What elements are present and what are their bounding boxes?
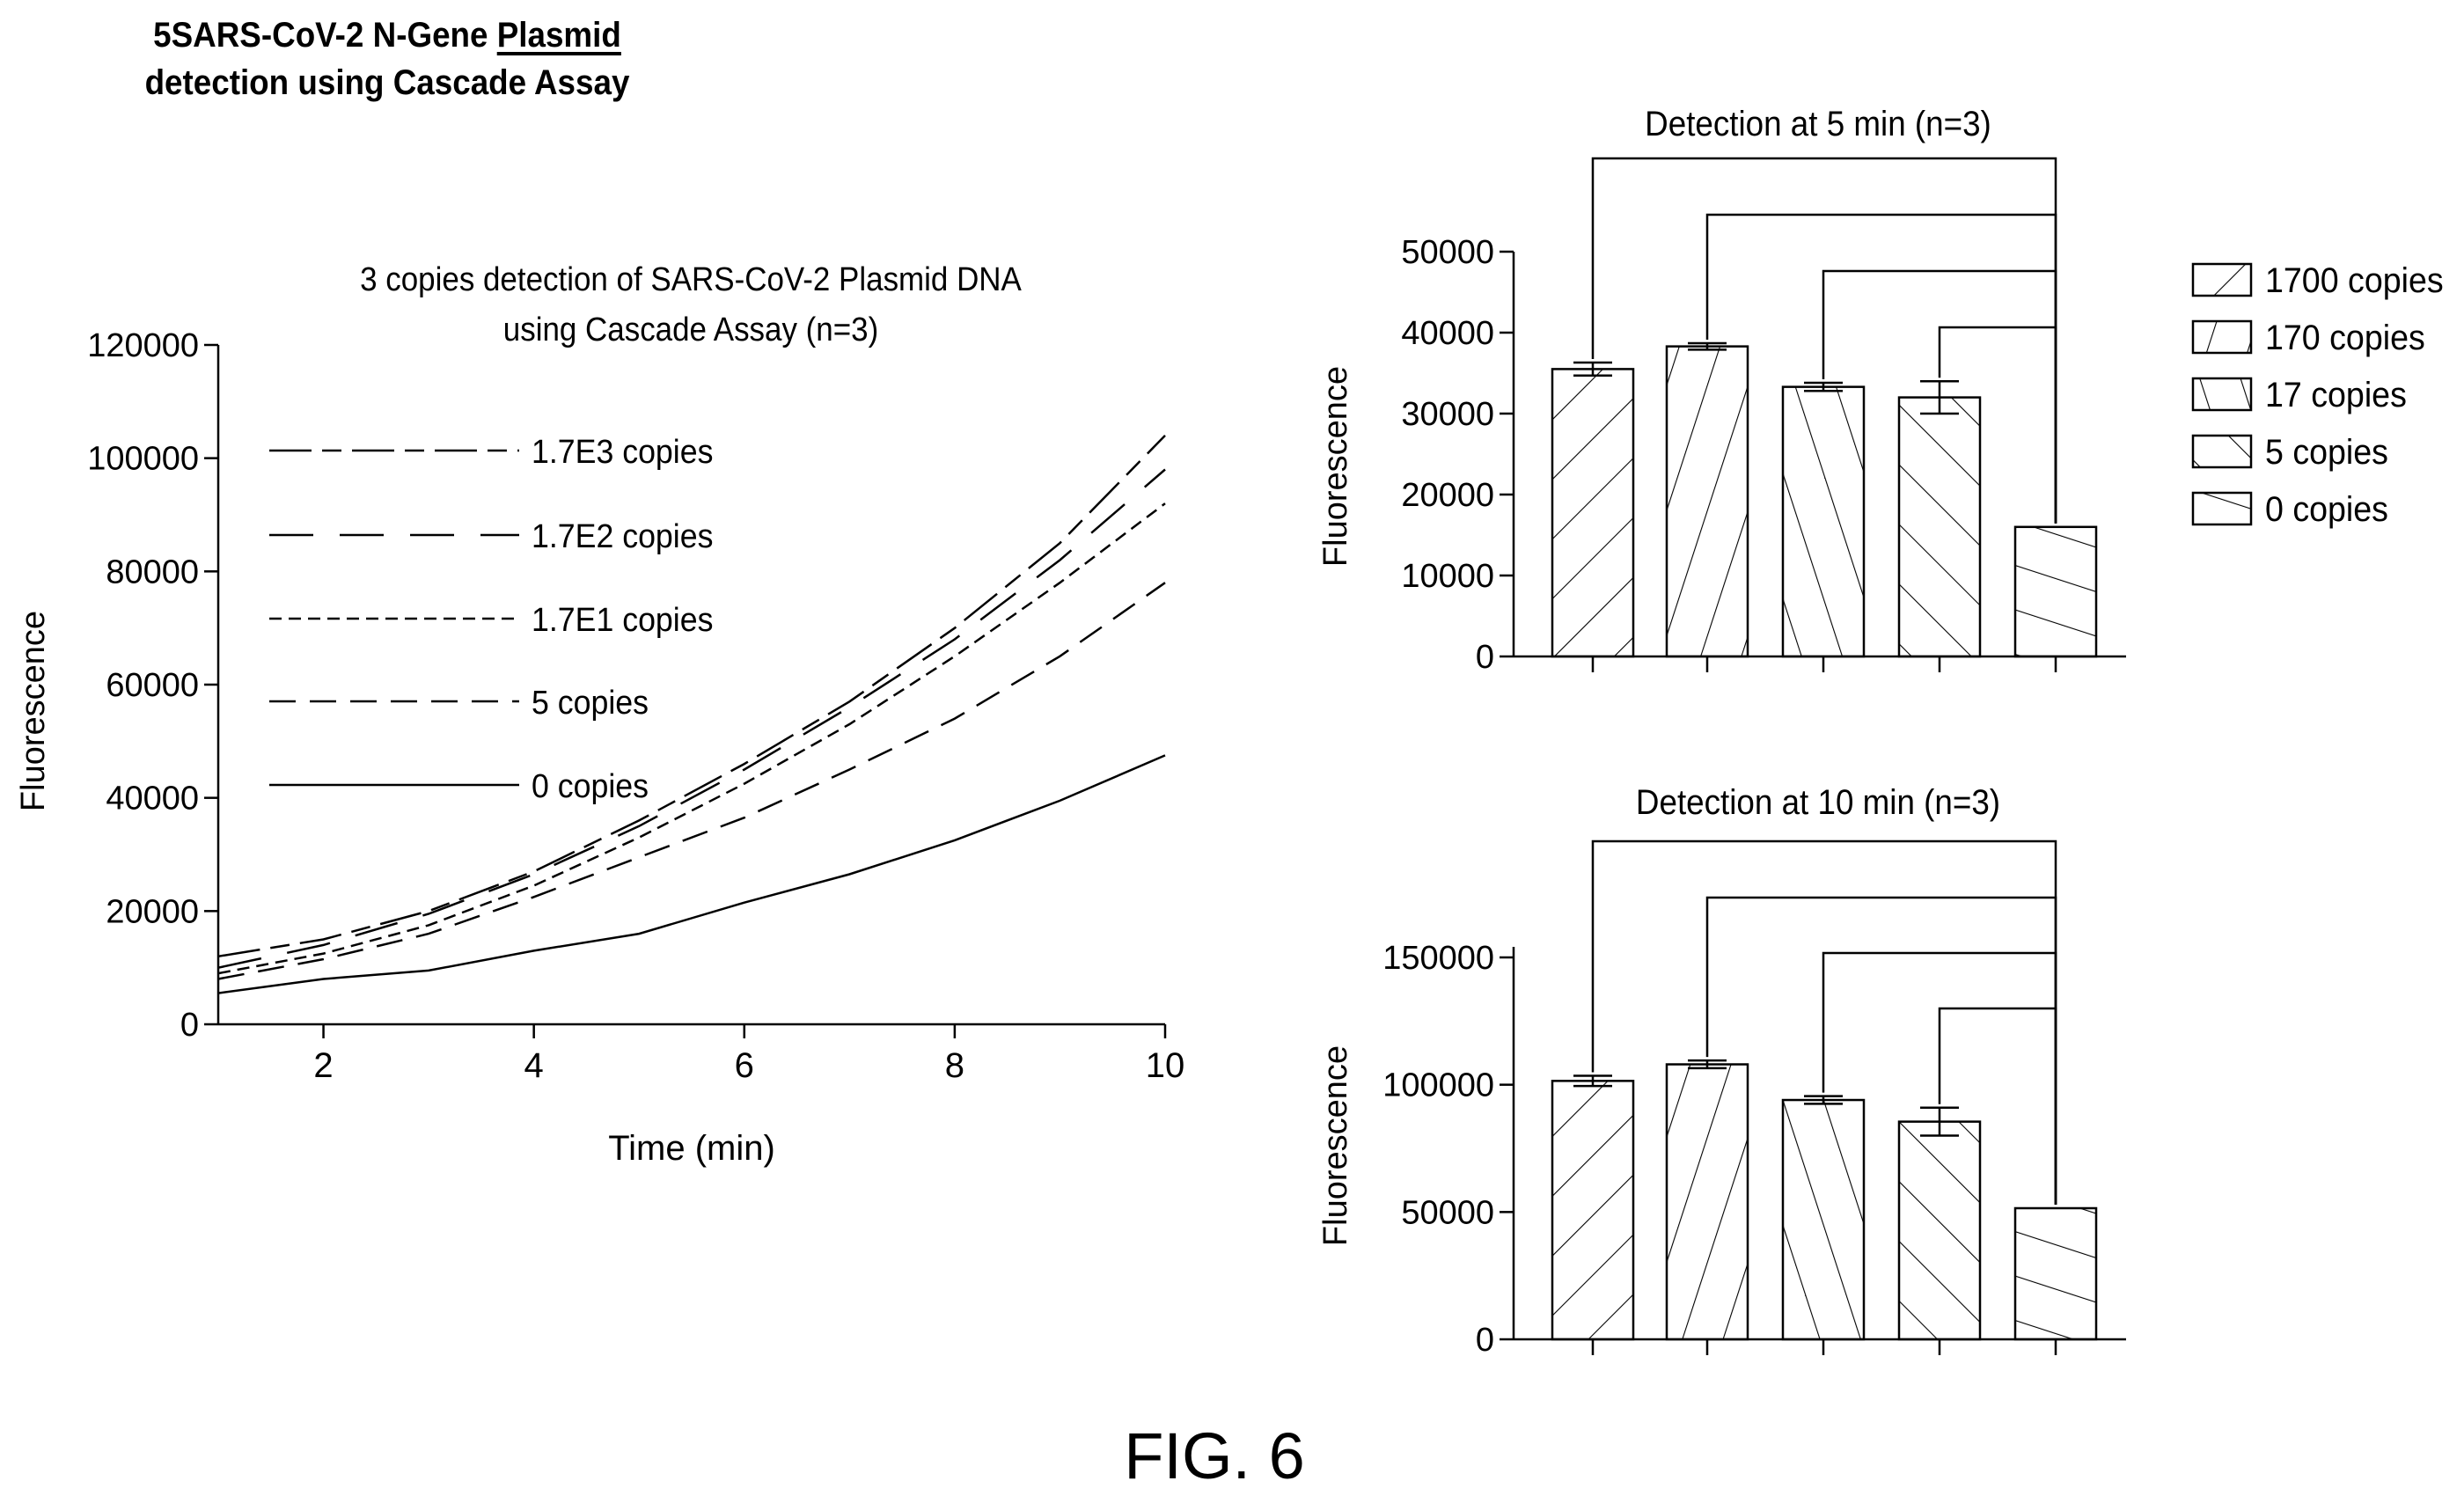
bar-0 xyxy=(1551,368,1635,658)
line-chart-y-ticks: 0 20000 40000 60000 80000 100000 120000 xyxy=(87,327,218,1044)
bar-ytick-label: 100000 xyxy=(1382,1067,1494,1104)
bar-ytick-label: 20000 xyxy=(1401,477,1494,514)
legend-label-3: 5 copies xyxy=(532,684,649,721)
line-chart-xtick-label: 8 xyxy=(945,1046,964,1085)
line-chart-ytick-label: 80000 xyxy=(106,554,199,590)
bar-4 xyxy=(2013,1206,2098,1341)
line-series-2 xyxy=(217,502,1166,975)
legend-label-1: 1.7E2 copies xyxy=(532,517,713,554)
bar-legend-swatch-2 xyxy=(2191,377,2253,412)
line-chart-ytick-label: 0 xyxy=(180,1007,199,1044)
header-title-line2: detection using Cascade Assay xyxy=(144,63,630,102)
line-chart-ytick-label: 120000 xyxy=(87,327,199,364)
line-chart-ylabel: Fluorescence xyxy=(15,611,52,811)
bar-2 xyxy=(1781,385,1866,658)
bar-ytick-label: 50000 xyxy=(1401,1194,1494,1231)
bar-ytick-label: 30000 xyxy=(1401,396,1494,433)
line-chart: 3 copies detection of SARS-CoV-2 Plasmid… xyxy=(15,260,1184,1168)
comparison-bracket-1 xyxy=(1705,896,2057,1205)
bar-ytick-label: 150000 xyxy=(1382,940,1494,977)
bar-4 xyxy=(2013,525,2098,658)
bar-legend-label-1: 170 copies xyxy=(2265,319,2425,357)
bar-0 xyxy=(1551,1080,1635,1341)
bar-1 xyxy=(1665,1063,1749,1341)
bar-legend-swatch-1 xyxy=(2191,319,2253,355)
line-chart-title: 3 copies detection of SARS-CoV-2 Plasmid… xyxy=(360,260,1022,298)
bar-legend-label-4: 0 copies xyxy=(2265,490,2388,529)
bar-3 xyxy=(1897,1120,1982,1341)
bar-chart-10min: Detection at 10 min (n=3) Fluorescence 0… xyxy=(1317,783,2126,1359)
bar-3 xyxy=(1897,396,1982,658)
comparison-bracket-3 xyxy=(1938,326,2057,524)
line-chart-xtick-label: 10 xyxy=(1146,1046,1185,1085)
bar-2 xyxy=(1781,1098,1866,1341)
bar-ytick-label: 10000 xyxy=(1401,558,1494,595)
bar-ytick-label: 50000 xyxy=(1401,234,1494,271)
bar10-ylabel: Fluorescence xyxy=(1317,1045,1354,1246)
line-series-0 xyxy=(217,435,1166,958)
line-series-3 xyxy=(217,582,1166,980)
line-chart-ytick-label: 100000 xyxy=(87,441,199,478)
line-chart-subtitle: using Cascade Assay (n=3) xyxy=(503,311,878,348)
bar-1 xyxy=(1665,345,1749,658)
line-chart-ytick-label: 40000 xyxy=(106,781,199,817)
comparison-bracket-1 xyxy=(1705,213,2057,524)
bar5-title: Detection at 5 min (n=3) xyxy=(1645,105,1991,144)
bar-legend-label-2: 17 copies xyxy=(2265,376,2407,414)
bar-ytick-label: 0 xyxy=(1476,1322,1494,1359)
line-series-4 xyxy=(217,754,1166,994)
bar-legend-swatch-3 xyxy=(2191,434,2253,469)
legend-label-0: 1.7E3 copies xyxy=(532,433,713,470)
bar-ytick-label: 40000 xyxy=(1401,315,1494,352)
bar5-content: 0 10000 20000 30000 40000 50000 xyxy=(1401,157,2098,676)
bar-ytick-label: 0 xyxy=(1476,639,1494,676)
line-chart-xlabel: Time (min) xyxy=(608,1129,775,1168)
line-series-1 xyxy=(217,468,1166,969)
line-chart-x-ticks: 2 4 6 8 10 xyxy=(313,1024,1184,1085)
line-chart-xtick-label: 6 xyxy=(735,1046,754,1085)
bar-legend-swatch-0 xyxy=(2191,262,2253,297)
bar10-title: Detection at 10 min (n=3) xyxy=(1636,783,2000,823)
bar-legend-swatch-4 xyxy=(2191,491,2253,526)
line-chart-series xyxy=(217,435,1166,994)
bar10-content: 0 50000 100000 150000 xyxy=(1382,839,2098,1359)
comparison-bracket-3 xyxy=(1938,1007,2057,1205)
bar-legend: 1700 copies 170 copies 17 copies 5 copies 0 … xyxy=(2191,261,2444,529)
bar-legend-label-0: 1700 copies xyxy=(2265,261,2444,300)
figure-label: FIG. 6 xyxy=(1124,1419,1305,1492)
line-chart-xtick-label: 2 xyxy=(313,1046,333,1085)
bar-legend-label-3: 5 copies xyxy=(2265,433,2388,472)
legend-label-4: 0 copies xyxy=(532,767,649,804)
line-chart-legend: 1.7E3 copies 1.7E2 copies 1.7E1 copies 5 co… xyxy=(269,433,713,804)
bar-chart-5min: Detection at 5 min (n=3) Fluorescence 0 1… xyxy=(1317,105,2126,676)
line-chart-ytick-label: 20000 xyxy=(106,893,199,930)
header-title-part1: 5SARS-CoV-2 N-Gene xyxy=(153,16,497,55)
line-chart-xtick-label: 4 xyxy=(524,1046,544,1085)
bar5-ylabel: Fluorescence xyxy=(1317,366,1354,567)
line-chart-ytick-label: 60000 xyxy=(106,667,199,704)
header-title-line1: 5SARS-CoV-2 N-Gene Plasmid xyxy=(31,16,744,55)
header-title-plasmid: Plasmid xyxy=(496,16,621,55)
legend-label-2: 1.7E1 copies xyxy=(532,601,713,638)
